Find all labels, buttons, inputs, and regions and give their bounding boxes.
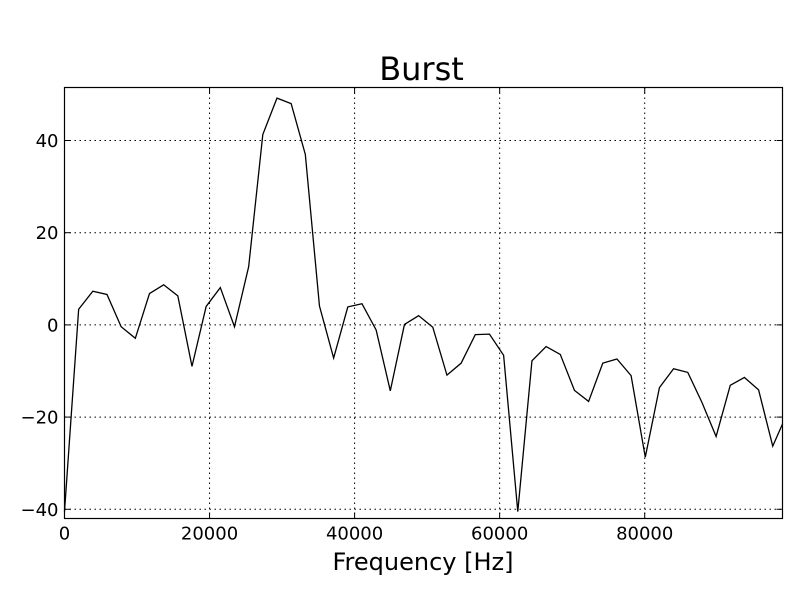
y-tick-labels: −40 −20 0 20 40 <box>21 131 59 521</box>
x-tick-label: 0 <box>59 524 70 545</box>
y-tick-label: 20 <box>36 223 59 244</box>
chart-title: Burst <box>379 50 464 88</box>
x-tick-label: 80000 <box>616 524 673 545</box>
x-tick-labels: 0 20000 40000 60000 80000 <box>59 524 674 545</box>
grid-lines <box>64 87 783 519</box>
x-tick-label: 40000 <box>326 524 383 545</box>
y-tick-label: 40 <box>36 131 59 152</box>
y-tick-label: −40 <box>21 500 59 521</box>
y-tick-label: 0 <box>47 315 58 336</box>
x-tick-label: 60000 <box>471 524 528 545</box>
x-axis-label: Frequency [Hz] <box>333 548 514 576</box>
series-line <box>63 97 784 512</box>
x-tick-label: 20000 <box>181 524 238 545</box>
plot-frame <box>63 86 784 520</box>
tick-marks <box>64 87 783 519</box>
y-tick-label: −20 <box>21 408 59 429</box>
series-layer <box>63 97 784 512</box>
